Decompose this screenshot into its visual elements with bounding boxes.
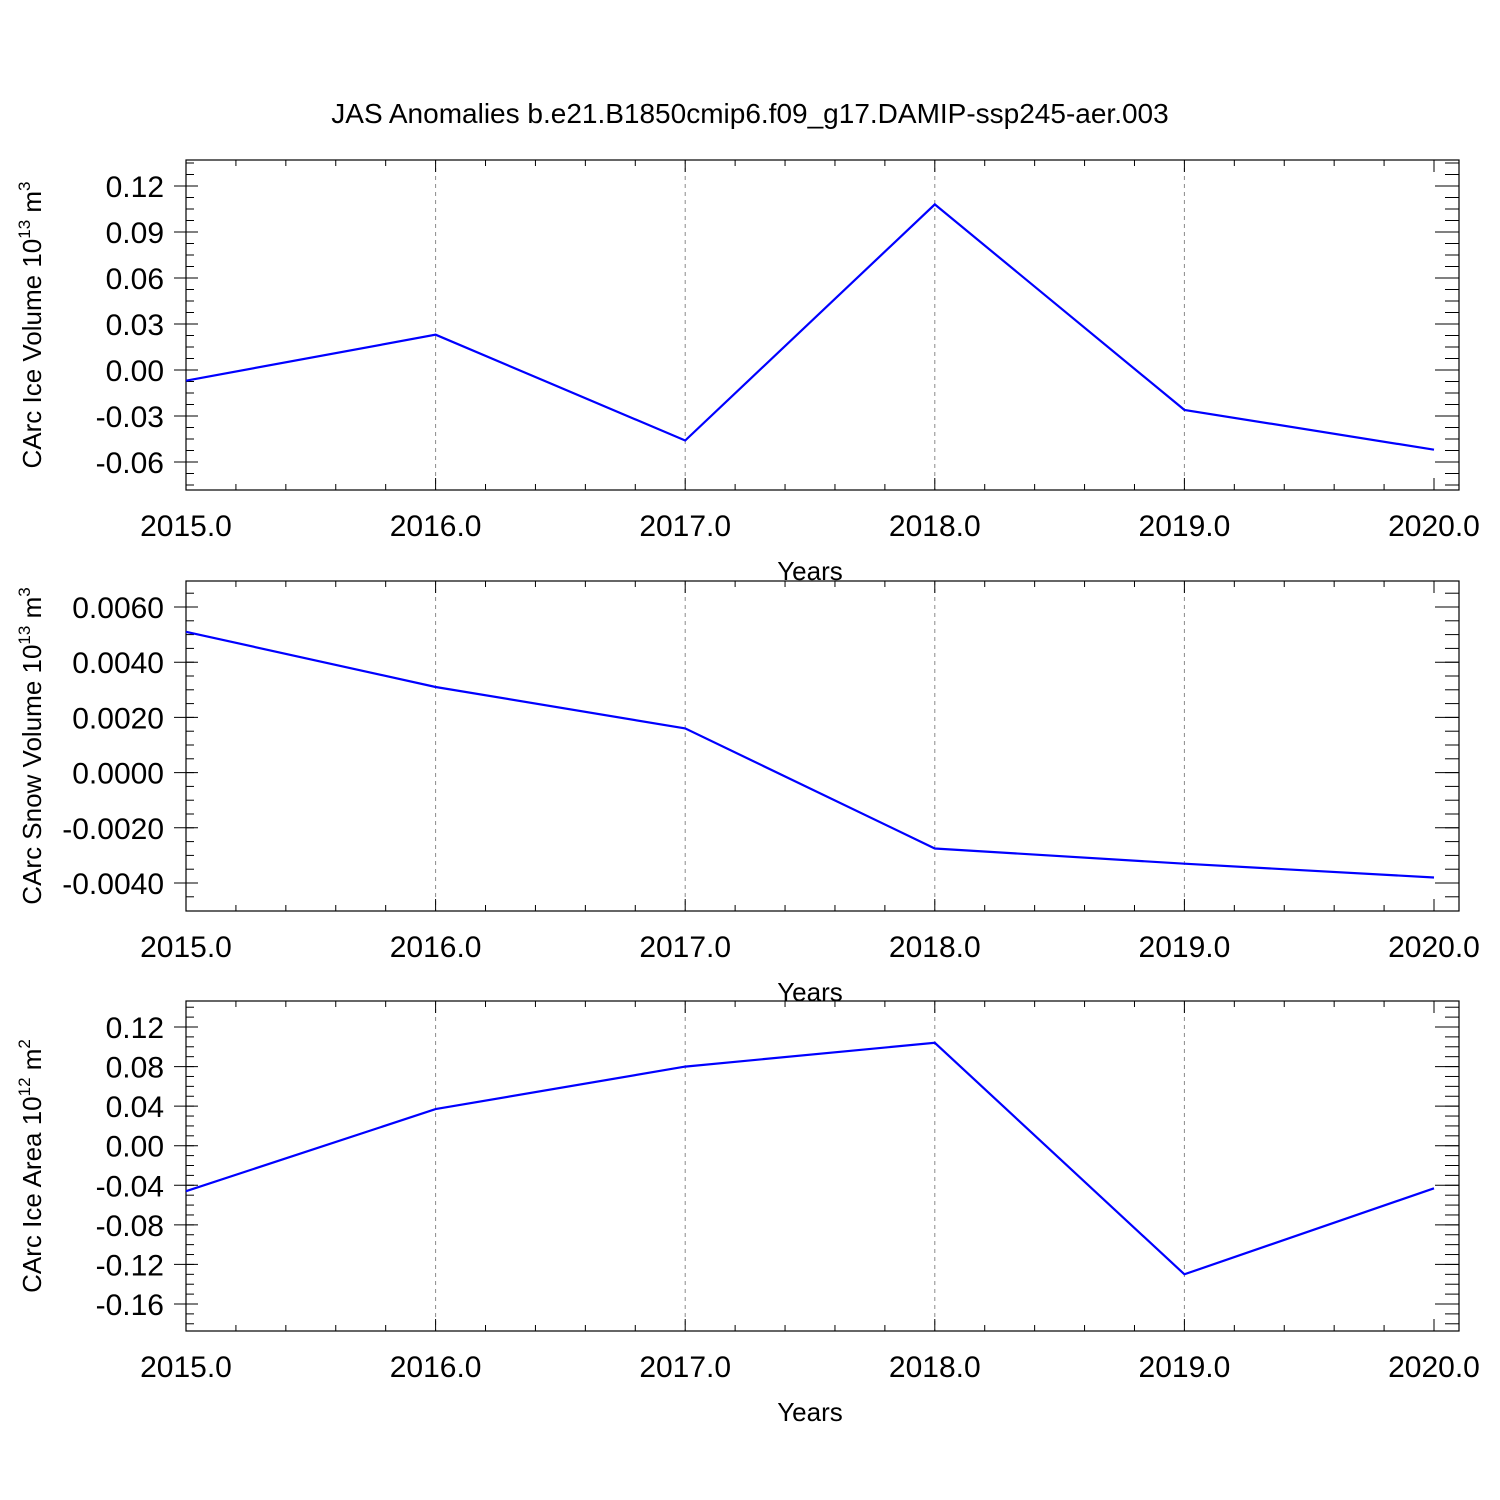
y-tick-label: 0.04: [106, 1091, 164, 1124]
panel-3: 0.12 0.08 0.04 0.00 -0.04 -0.08 -0.12 -0.16 2015…: [15, 1000, 1480, 1427]
plot-frame: [185, 159, 1460, 491]
y-tick-label: 0.0020: [72, 702, 164, 735]
y-tick-label: 0.00: [106, 1131, 164, 1164]
y-tick-label: 0.0040: [72, 647, 164, 680]
panel-2: 0.0060 0.0040 0.0020 0.0000 -0.0020 -0.0040 20…: [15, 580, 1480, 1007]
y-tick-label: -0.06: [96, 447, 164, 480]
y-axis-label: CArc Ice Area 1012 m2: [15, 1039, 47, 1293]
y-tick-label: 0.00: [106, 355, 164, 388]
x-tick-label: 2019.0: [1139, 1351, 1231, 1384]
plot-frame: [185, 1000, 1460, 1332]
figure-title: JAS Anomalies b.e21.B1850cmip6.f09_g17.D…: [331, 98, 1168, 129]
x-tick-label: 2019.0: [1139, 510, 1231, 543]
y-tick-label: 0.09: [106, 217, 164, 250]
x-tick-label: 2015.0: [140, 931, 232, 964]
x-tick-label: 2018.0: [889, 510, 981, 543]
x-tick-label: 2016.0: [390, 1351, 482, 1384]
y-tick-label: -0.0020: [62, 813, 164, 846]
y-tick-label: -0.08: [96, 1210, 164, 1243]
x-tick-label: 2017.0: [639, 931, 731, 964]
series-line: [185, 630, 1435, 879]
x-tick-label: 2020.0: [1388, 510, 1480, 543]
y-tick-label: 0.06: [106, 263, 164, 296]
x-axis-label: Years: [777, 1397, 843, 1427]
x-tick-label: 2017.0: [639, 510, 731, 543]
x-tick-label: 2017.0: [639, 1351, 731, 1384]
y-tick-label: -0.16: [96, 1289, 164, 1322]
x-tick-label: 2015.0: [140, 510, 232, 543]
y-tick-label: 0.0060: [72, 592, 164, 625]
series-line: [185, 1041, 1435, 1276]
x-tick-label: 2016.0: [390, 931, 482, 964]
x-tick-label: 2020.0: [1388, 1351, 1480, 1384]
y-tick-label: -0.04: [96, 1170, 164, 1203]
y-tick-label: 0.03: [106, 309, 164, 342]
series-line: [185, 202, 1435, 451]
y-axis-label: CArc Ice Volume 1013 m3: [15, 181, 47, 468]
x-tick-label: 2015.0: [140, 1351, 232, 1384]
y-axis-label: CArc Snow Volume 1013 m3: [15, 587, 47, 904]
y-tick-label: -0.0040: [62, 868, 164, 901]
y-tick-label: 0.0000: [72, 758, 164, 791]
y-tick-label: 0.08: [106, 1052, 164, 1085]
x-tick-label: 2018.0: [889, 1351, 981, 1384]
x-tick-label: 2020.0: [1388, 931, 1480, 964]
y-tick-label: -0.12: [96, 1249, 164, 1282]
y-tick-label: 0.12: [106, 171, 164, 204]
x-tick-label: 2018.0: [889, 931, 981, 964]
y-tick-label: 0.12: [106, 1012, 164, 1045]
plot-frame: [185, 580, 1460, 912]
y-tick-label: -0.03: [96, 401, 164, 434]
x-tick-label: 2019.0: [1139, 931, 1231, 964]
panel-1: 0.12 0.09 0.06 0.03 0.00 -0.03 -0.06 2015.0 2016…: [15, 159, 1480, 586]
x-tick-label: 2016.0: [390, 510, 482, 543]
x-axis-label: Years: [777, 977, 843, 1007]
